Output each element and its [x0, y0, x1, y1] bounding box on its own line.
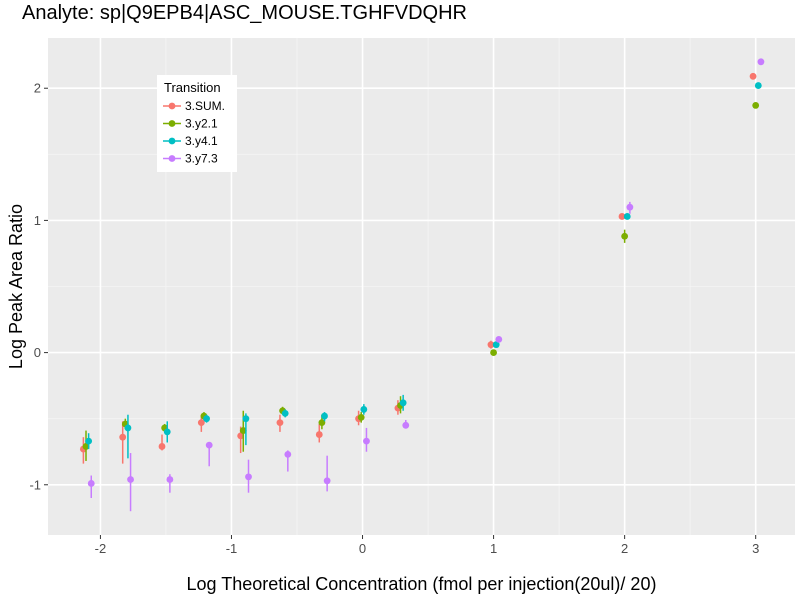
data-point [754, 82, 762, 89]
y-tick-label: 1 [34, 213, 41, 228]
data-point [82, 443, 90, 450]
legend: Transition 3.SUM. 3.y2.1 3.y4.1 3.y7.3 [157, 75, 237, 172]
x-tick-label: 1 [490, 541, 497, 556]
data-point [158, 443, 166, 450]
y-axis: -1 0 1 2 [29, 81, 48, 492]
chart-title: Analyte: sp|Q9EPB4|ASC_MOUSE.TGHFVDQHR [22, 2, 467, 24]
series-0 [79, 72, 757, 464]
legend-key-point [168, 155, 176, 162]
x-axis-title: Log Theoretical Concentration (fmol per … [187, 574, 657, 594]
data-point [85, 437, 93, 445]
data-point [163, 428, 171, 436]
x-tick-label: -1 [226, 541, 238, 556]
legend-key-point [168, 120, 176, 127]
legend-key-point [168, 137, 176, 145]
data-point [276, 419, 284, 427]
data-series [79, 58, 765, 512]
data-point [487, 341, 495, 349]
legend-label: 3.y4.1 [185, 134, 218, 148]
data-point [245, 473, 252, 481]
legend-label: 3.y2.1 [185, 117, 218, 131]
data-point [752, 102, 760, 109]
data-point [315, 431, 323, 438]
legend-label: 3.y7.3 [185, 152, 218, 166]
data-point [239, 427, 247, 434]
data-point [402, 421, 410, 429]
legend-title: Transition [164, 80, 221, 95]
data-point [492, 341, 500, 349]
data-point [166, 476, 174, 483]
data-point [490, 349, 497, 356]
data-point [284, 450, 292, 458]
data-point [399, 399, 407, 407]
data-point [621, 232, 629, 240]
data-point [119, 433, 127, 441]
data-point [237, 432, 245, 440]
data-point [757, 58, 765, 66]
data-point [281, 409, 289, 417]
data-point [127, 476, 134, 483]
y-tick-label: 2 [34, 81, 41, 96]
data-point [495, 335, 503, 343]
data-point [626, 203, 634, 211]
x-tick-label: 2 [621, 541, 628, 556]
data-point [749, 72, 757, 80]
data-point [197, 419, 205, 427]
data-point [623, 213, 631, 220]
legend-key-point [168, 102, 176, 110]
data-point [323, 477, 331, 485]
x-tick-label: 3 [752, 541, 759, 556]
series-2 [85, 82, 762, 459]
x-tick-label: -2 [95, 541, 107, 556]
series-3 [87, 58, 765, 512]
data-point [124, 424, 132, 432]
data-point [360, 406, 368, 413]
data-point [321, 412, 328, 420]
y-axis-title: Log Peak Area Ratio [6, 204, 26, 369]
data-point [318, 419, 326, 427]
x-tick-label: 0 [359, 541, 366, 556]
data-point [205, 441, 213, 449]
data-point [87, 480, 95, 487]
legend-label: 3.SUM. [185, 99, 225, 113]
data-point [242, 415, 250, 423]
y-tick-label: 0 [34, 345, 41, 360]
x-axis: -2 -1 0 1 2 3 [95, 535, 759, 556]
y-tick-label: -1 [29, 477, 41, 492]
data-point [203, 415, 210, 423]
data-point [357, 413, 365, 421]
data-point [363, 437, 370, 445]
data-point [618, 213, 626, 220]
